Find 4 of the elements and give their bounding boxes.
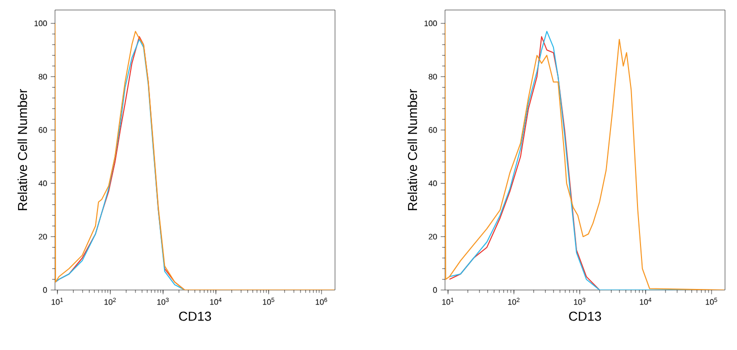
y-axis-title: Relative Cell Number: [18, 89, 28, 210]
x-axis-title: CD13: [179, 312, 211, 321]
y-axis-title: Relative Cell Number: [408, 89, 418, 210]
x-axis-title: CD13: [569, 312, 601, 321]
